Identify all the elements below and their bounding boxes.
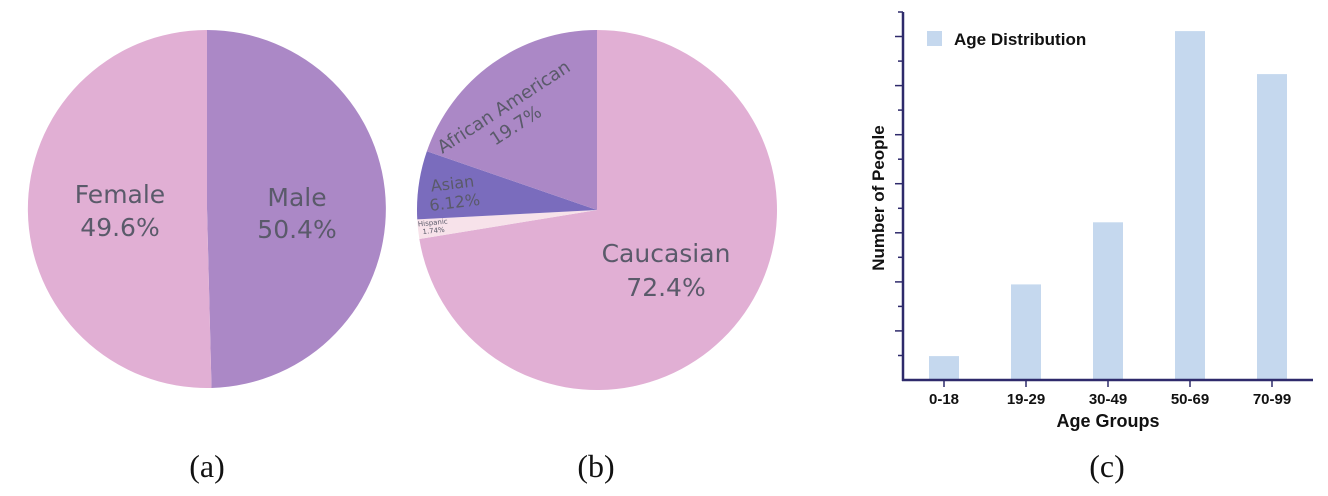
bar-50-69: [1175, 31, 1205, 380]
x-axis-label: Age Groups: [1056, 411, 1159, 431]
pie-label-percent: 1.74%: [422, 226, 445, 236]
pie-label-percent: 49.6%: [80, 213, 159, 242]
pie-slice-caucasian: [419, 30, 777, 391]
bar-19-29: [1011, 284, 1041, 380]
pie-slice-asian: [416, 151, 597, 220]
x-tick-label: 70-99: [1253, 391, 1291, 408]
bar-chart-age: 0-18 19-29 30-49 50-69 70-99 Age Groups Number…: [869, 11, 1313, 431]
caption-c: (c): [1089, 448, 1125, 484]
x-tick-label: 30-49: [1089, 391, 1127, 408]
pie-label-caucasian: Caucasian 72.4%: [602, 239, 731, 302]
pie-slice-hispanic: [417, 210, 597, 239]
y-axis-label: Number of People: [869, 125, 888, 270]
pie-slice-female: [207, 30, 386, 388]
pie-label-percent: 72.4%: [626, 273, 705, 302]
pie-label-name: Hispanic: [418, 217, 449, 228]
legend-label: Age Distribution: [954, 30, 1086, 49]
pie-label-name: Caucasian: [602, 239, 731, 268]
x-tick-label: 50-69: [1171, 391, 1209, 408]
bar-70-99: [1257, 74, 1287, 380]
legend-swatch: [927, 31, 942, 46]
pie-label-percent: 50.4%: [257, 215, 336, 244]
pie-label-female: Female 49.6%: [75, 180, 165, 242]
caption-b: (b): [577, 448, 614, 484]
pie-label-name: Male: [267, 183, 326, 212]
legend: Age Distribution: [927, 30, 1086, 49]
bar-30-49: [1093, 222, 1123, 380]
pie-label-name: Female: [75, 180, 165, 209]
pie-slice-african-american: [426, 30, 597, 210]
x-tick-label: 0-18: [929, 391, 959, 408]
pie-slice-male: [27, 29, 212, 388]
bar-0-18: [929, 356, 959, 380]
caption-a: (a): [189, 448, 225, 484]
pie-chart-gender: Female 49.6% Male 50.4%: [27, 29, 386, 388]
x-tick-label: 19-29: [1007, 391, 1045, 408]
pie-label-male: Male 50.4%: [257, 183, 336, 244]
pie-chart-ethnicity: Caucasian72.4%Hispanic1.74%Asian6.12%Afr…: [416, 30, 777, 391]
